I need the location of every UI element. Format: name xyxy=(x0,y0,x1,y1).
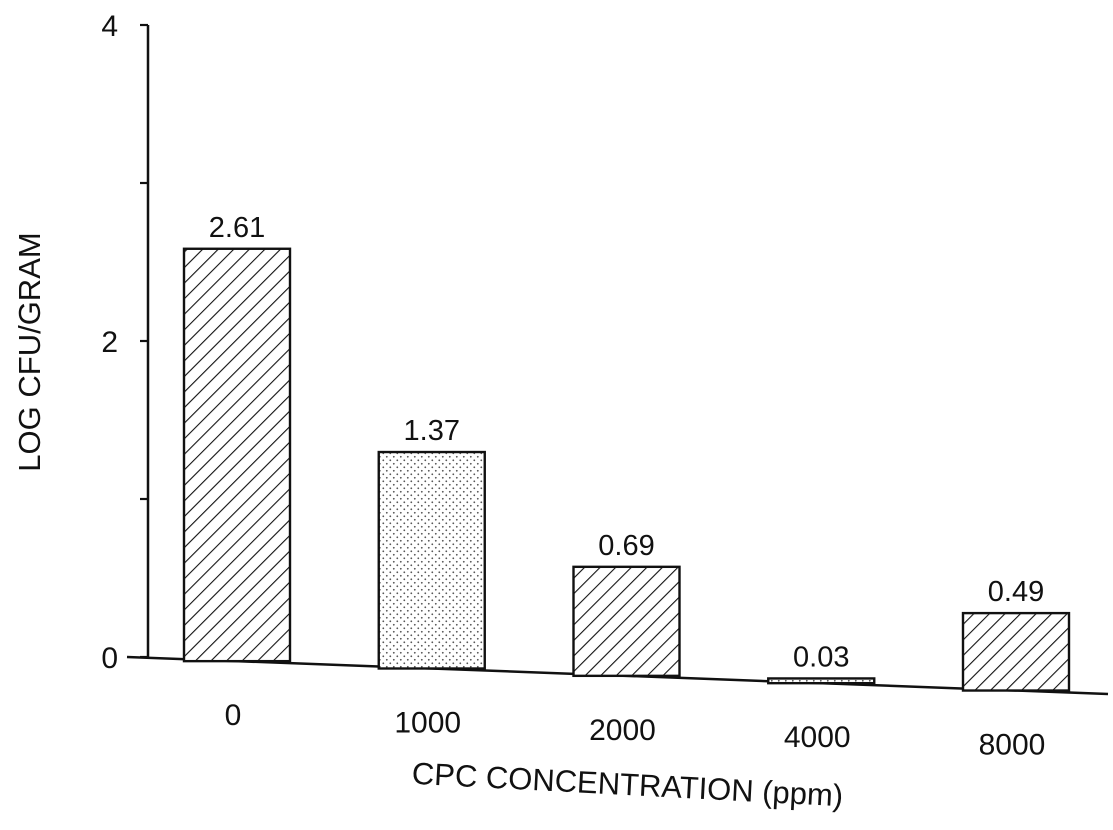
bars xyxy=(182,247,1071,692)
bar-value-label: 0.03 xyxy=(793,641,849,673)
x-axis-title: CPC CONCENTRATION (ppm) xyxy=(411,756,844,814)
axes: 0 2 4 xyxy=(101,10,1109,696)
bar-4000 xyxy=(767,677,876,685)
bar-value-labels: 2.61 1.37 0.69 0.03 0.49 xyxy=(209,212,1044,674)
bar-2000 xyxy=(572,565,681,678)
x-tick-label: 2000 xyxy=(589,714,656,747)
y-tick-label: 4 xyxy=(101,10,118,43)
bar-value-label: 0.69 xyxy=(598,530,654,562)
bar-0 xyxy=(182,247,292,663)
y-axis-ticks: 0 2 4 xyxy=(101,10,148,675)
bar-value-label: 1.37 xyxy=(404,415,460,447)
bar-8000 xyxy=(961,611,1071,692)
x-tick-label: 1000 xyxy=(394,706,461,739)
x-tick-label: 4000 xyxy=(784,721,851,754)
bar-value-label: 2.61 xyxy=(209,212,265,244)
y-tick-label: 2 xyxy=(101,326,118,359)
x-tick-label: 0 xyxy=(225,699,242,732)
bar-value-label: 0.49 xyxy=(988,576,1044,608)
bar-1000 xyxy=(377,450,486,670)
y-tick-label: 0 xyxy=(101,642,118,675)
x-tick-label: 8000 xyxy=(979,729,1046,762)
y-axis-title: LOG CFU/GRAM xyxy=(12,232,47,471)
x-axis-tick-labels: 0 1000 2000 4000 8000 xyxy=(225,699,1046,761)
